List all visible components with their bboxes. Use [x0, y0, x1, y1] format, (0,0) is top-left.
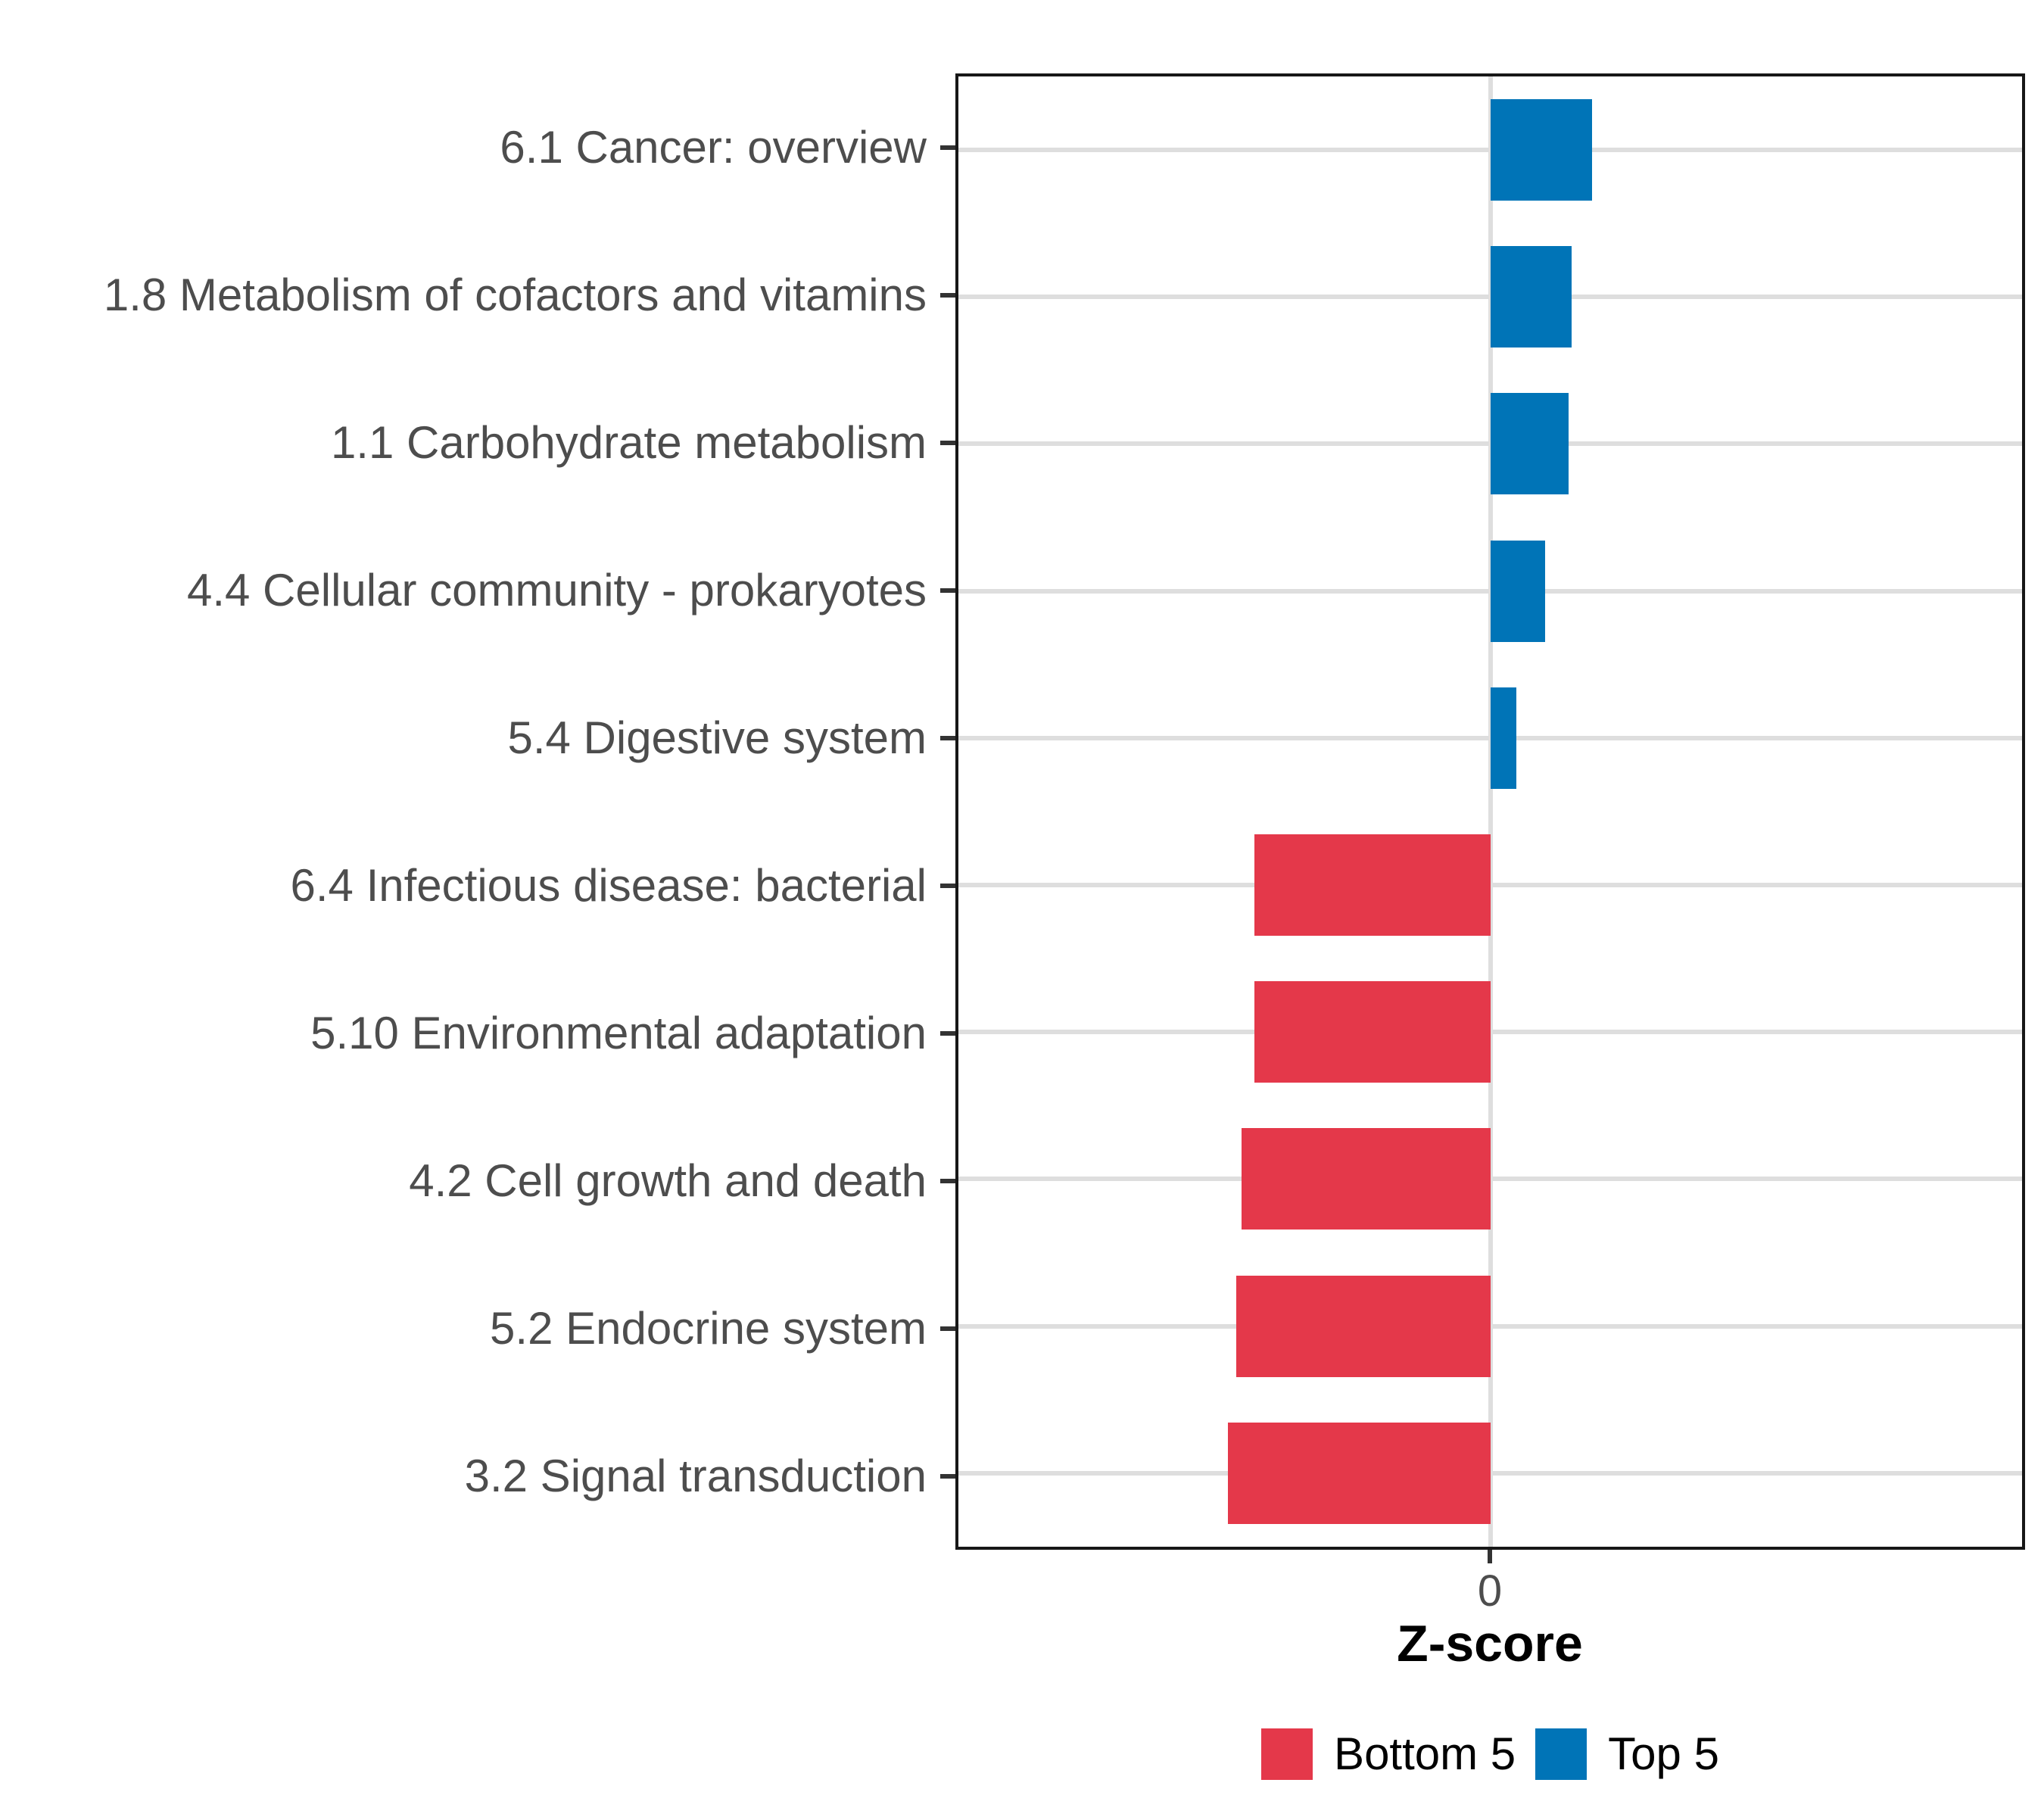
y-axis: 6.1 Cancer: overview 1.8 Metabolism of co…: [0, 73, 955, 1550]
y-axis-label: 4.4 Cellular community - prokaryotes: [186, 564, 927, 616]
y-axis-tick: [940, 440, 955, 445]
y-axis-tick: [940, 145, 955, 150]
y-axis-row: 5.4 Digestive system: [0, 664, 955, 812]
y-axis-row: 1.1 Carbohydrate metabolism: [0, 369, 955, 516]
y-axis-tick: [940, 1326, 955, 1331]
y-axis-label: 1.8 Metabolism of cofactors and vitamins: [103, 269, 927, 320]
category-row: [958, 223, 2022, 370]
y-axis-tick: [940, 292, 955, 298]
top5-swatch: [1535, 1728, 1588, 1780]
bottom5-bar-6: [1254, 834, 1491, 937]
category-gridline: [958, 1470, 2022, 1476]
category-row: [958, 518, 2022, 665]
y-axis-row: 6.1 Cancer: overview: [0, 73, 955, 221]
category-gridline: [958, 1323, 2022, 1329]
x-axis-title: Z-score: [1397, 1615, 1583, 1672]
category-row: [958, 1400, 2022, 1547]
bottom5-bar-7: [1254, 981, 1491, 1083]
legend-label-top5: Top 5: [1608, 1728, 1719, 1779]
y-axis-tick: [940, 883, 955, 888]
top5-bar-3: [1490, 393, 1569, 495]
y-axis-label: 4.2 Cell growth and death: [409, 1155, 927, 1206]
y-axis-label: 3.2 Signal transduction: [464, 1450, 927, 1501]
y-axis-row: 5.2 Endocrine system: [0, 1254, 955, 1402]
bottom5-bar-8: [1241, 1128, 1491, 1230]
y-axis-row: 6.4 Infectious disease: bacterial: [0, 812, 955, 959]
category-row: [958, 1253, 2022, 1400]
legend-label-bottom5: Bottom 5: [1334, 1728, 1516, 1779]
legend-entry-top5: Top 5: [1535, 1728, 1719, 1780]
x-axis-tick-label-0: 0: [1477, 1566, 1503, 1616]
y-axis-tick: [940, 1030, 955, 1036]
category-gridline: [958, 883, 2022, 888]
y-axis-tick: [940, 587, 955, 593]
y-axis-row: 3.2 Signal transduction: [0, 1402, 955, 1550]
y-axis-label: 5.10 Environmental adaptation: [310, 1007, 927, 1058]
x-axis-tick-0: [1488, 1550, 1492, 1563]
category-gridline: [958, 1030, 2022, 1035]
y-axis-tick: [940, 1473, 955, 1479]
category-row: [958, 958, 2022, 1105]
y-axis-tick: [940, 735, 955, 740]
category-row: [958, 812, 2022, 958]
y-axis-row: 5.10 Environmental adaptation: [0, 959, 955, 1107]
y-axis-label: 6.1 Cancer: overview: [500, 121, 927, 173]
y-axis-label: 6.4 Infectious disease: bacterial: [290, 859, 927, 911]
category-gridline: [958, 1177, 2022, 1182]
legend-entry-bottom5: Bottom 5: [1261, 1728, 1516, 1780]
zero-gridline: [1488, 76, 1493, 1547]
category-row: [958, 665, 2022, 812]
bottom5-bar-9: [1235, 1275, 1491, 1377]
category-row: [958, 1105, 2022, 1252]
top5-bar-1: [1490, 99, 1593, 201]
y-axis-label: 5.4 Digestive system: [507, 712, 927, 763]
y-axis-row: 4.2 Cell growth and death: [0, 1107, 955, 1254]
y-axis-row: 1.8 Metabolism of cofactors and vitamins: [0, 221, 955, 369]
y-axis-tick: [940, 1178, 955, 1183]
top5-bar-5: [1490, 687, 1517, 789]
y-axis-row: 4.4 Cellular community - prokaryotes: [0, 516, 955, 664]
plot-panel: [955, 73, 2025, 1550]
legend: Bottom 5 Top 5: [955, 1728, 2025, 1780]
bottom5-swatch: [1261, 1728, 1313, 1780]
y-axis-label: 1.1 Carbohydrate metabolism: [330, 416, 927, 468]
category-row: [958, 76, 2022, 223]
bar-rows: [958, 76, 2022, 1547]
category-row: [958, 370, 2022, 517]
y-axis-label: 5.2 Endocrine system: [490, 1302, 927, 1354]
top5-bar-4: [1490, 540, 1546, 642]
top5-bar-2: [1490, 246, 1572, 348]
bottom5-bar-10: [1228, 1422, 1491, 1524]
